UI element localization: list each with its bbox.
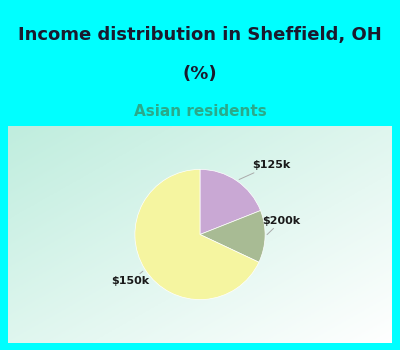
Text: (%): (%) <box>183 65 217 83</box>
Wedge shape <box>200 169 260 235</box>
Wedge shape <box>135 169 259 300</box>
Text: $125k: $125k <box>239 160 290 180</box>
Wedge shape <box>200 211 265 262</box>
Text: Asian residents: Asian residents <box>134 104 266 119</box>
Text: $150k: $150k <box>112 271 150 286</box>
Text: $200k: $200k <box>262 216 301 234</box>
Text: Income distribution in Sheffield, OH: Income distribution in Sheffield, OH <box>18 26 382 44</box>
